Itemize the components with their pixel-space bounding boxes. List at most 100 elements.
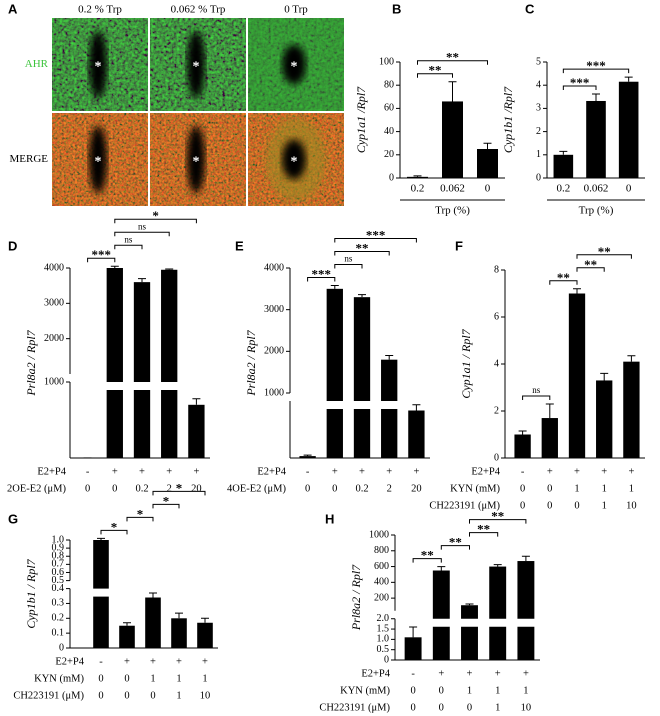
bar bbox=[432, 570, 450, 660]
row-value: 20 bbox=[411, 483, 422, 494]
significance-bracket bbox=[334, 251, 390, 256]
significance-label: *** bbox=[366, 227, 386, 242]
significance-bracket bbox=[334, 238, 417, 243]
significance-label: *** bbox=[91, 247, 111, 262]
x-axis-label: Trp (%) bbox=[579, 205, 614, 217]
y-tick-label: 5 bbox=[536, 56, 541, 67]
marker: * bbox=[291, 155, 298, 170]
row-value: + bbox=[193, 466, 199, 477]
y-tick-label: 1000 bbox=[369, 529, 389, 540]
y-tick-label: 40 bbox=[384, 126, 394, 137]
y-tick-label: 400 bbox=[374, 577, 389, 588]
row-value: 0 bbox=[410, 702, 415, 713]
row-value: 1 bbox=[176, 690, 181, 701]
row-value: 0 bbox=[547, 500, 552, 511]
row-value: 2 bbox=[387, 483, 392, 494]
bar bbox=[188, 404, 205, 458]
row-value: - bbox=[86, 466, 90, 477]
y-tick-label: 4 bbox=[494, 358, 499, 369]
y-tick-label: 3000 bbox=[44, 298, 64, 309]
row-value: 0 bbox=[124, 690, 129, 701]
bar bbox=[461, 605, 478, 660]
panel-label: F bbox=[455, 238, 463, 253]
significance-bracket bbox=[469, 532, 499, 537]
error-bar bbox=[518, 430, 527, 435]
significance-bracket bbox=[307, 277, 336, 282]
row-value: + bbox=[150, 656, 156, 667]
row-label: CH223191 (μM) bbox=[429, 500, 500, 511]
panel-label: A bbox=[8, 1, 18, 16]
significance-bracket bbox=[417, 73, 453, 78]
row-value: - bbox=[99, 656, 103, 667]
lumen bbox=[282, 139, 306, 180]
bar bbox=[145, 597, 161, 648]
y-axis-label: Cyp1b1 / Rpl7 bbox=[24, 558, 38, 628]
bar bbox=[161, 269, 178, 458]
row-value: 0 bbox=[520, 500, 525, 511]
y-axis-label: Cyp1b1 /Rpl7 bbox=[501, 86, 515, 153]
row-value: + bbox=[495, 668, 501, 679]
row-label: CH223191 (μM) bbox=[13, 690, 84, 701]
y-tick-label: 0.7 bbox=[52, 559, 65, 570]
bar bbox=[477, 149, 498, 178]
row-value: 1 bbox=[495, 685, 500, 696]
row-value: + bbox=[139, 466, 145, 477]
row-value: - bbox=[306, 466, 310, 477]
bar bbox=[618, 81, 639, 178]
marker: * bbox=[95, 60, 102, 75]
y-tick-label: 0 bbox=[389, 172, 394, 183]
lumen bbox=[89, 30, 107, 99]
significance-bracket bbox=[114, 231, 170, 237]
y-tick-label: 600 bbox=[374, 561, 389, 572]
bar bbox=[407, 176, 428, 178]
significance-bracket bbox=[440, 545, 470, 550]
y-tick-label: 0 bbox=[384, 654, 389, 665]
bar bbox=[568, 293, 586, 458]
significance-bracket bbox=[114, 244, 143, 250]
x-tick-label: 0 bbox=[485, 183, 491, 195]
row-label: AHR bbox=[25, 58, 49, 70]
row-value: + bbox=[359, 466, 365, 477]
significance-label: ** bbox=[557, 270, 570, 285]
row-value: 0 bbox=[150, 690, 155, 701]
bar bbox=[553, 154, 574, 178]
error-bar bbox=[201, 617, 209, 623]
marker: * bbox=[193, 60, 200, 75]
row-value: + bbox=[467, 668, 473, 679]
significance-label: ns bbox=[532, 385, 541, 395]
significance-label: ns bbox=[124, 234, 133, 244]
row-value: 0 bbox=[410, 685, 415, 696]
row-value: 0 bbox=[332, 483, 337, 494]
significance-label: * bbox=[176, 480, 183, 495]
x-tick-label: 0.2 bbox=[411, 183, 425, 195]
row-value: + bbox=[386, 466, 392, 477]
y-axis-label: Prl8a2 / Rpl7 bbox=[24, 329, 38, 396]
y-tick-label: 200 bbox=[374, 592, 389, 603]
row-value: 0 bbox=[439, 702, 444, 713]
error-bar bbox=[175, 612, 183, 619]
y-tick-label: 2000 bbox=[264, 346, 284, 357]
row-value: 0 bbox=[112, 483, 117, 494]
row-value: 0 bbox=[574, 500, 579, 511]
significance-bracket bbox=[576, 267, 605, 272]
significance-bracket bbox=[522, 395, 551, 400]
y-tick-label: 1.0 bbox=[377, 634, 390, 645]
error-bar bbox=[559, 150, 568, 155]
error-bar bbox=[149, 592, 157, 598]
row-value: + bbox=[202, 656, 208, 667]
y-tick-label: 80 bbox=[384, 79, 394, 90]
x-tick-label: 0 bbox=[626, 183, 632, 195]
y-tick-label: 8 bbox=[494, 264, 499, 275]
error-bar bbox=[624, 76, 633, 82]
error-bar bbox=[412, 404, 421, 411]
significance-label: ** bbox=[446, 50, 459, 65]
row-value: + bbox=[166, 466, 172, 477]
significance-label: *** bbox=[586, 58, 606, 73]
error-bar bbox=[358, 294, 366, 298]
row-value: 0 bbox=[98, 690, 103, 701]
error-bar bbox=[413, 175, 422, 177]
significance-bracket bbox=[562, 85, 597, 91]
significance-bracket bbox=[152, 490, 206, 496]
significance-label: ** bbox=[449, 535, 462, 550]
x-tick-label: 0.062 bbox=[584, 183, 609, 195]
